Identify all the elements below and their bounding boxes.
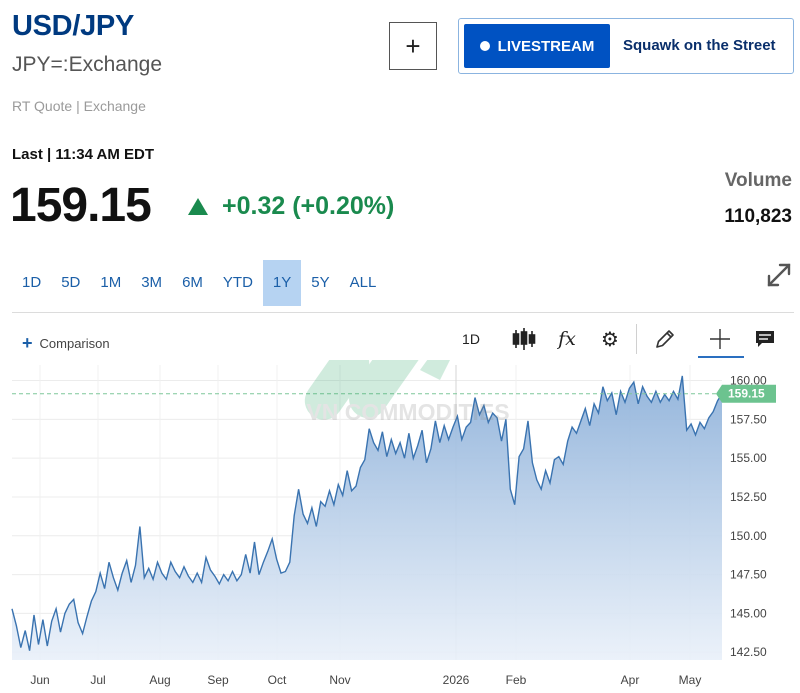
range-selector: 1D 5D 1M 3M 6M YTD 1Y 5Y ALL xyxy=(12,260,386,306)
expand-icon[interactable] xyxy=(764,260,794,290)
symbol-subtitle: JPY=:Exchange xyxy=(12,53,163,76)
range-tab-1m[interactable]: 1M xyxy=(100,274,122,291)
price-change-value: +0.32 (+0.20%) xyxy=(222,192,395,220)
x-tick-label: 2026 xyxy=(443,673,470,687)
fx-label: fx xyxy=(558,328,576,350)
show-name-link[interactable]: Squawk on the Street xyxy=(623,37,776,54)
live-dot-icon xyxy=(479,41,490,51)
gear-icon[interactable]: ⚙ xyxy=(601,328,619,351)
range-tab-1d[interactable]: 1D xyxy=(22,274,42,291)
x-tick-label: Sep xyxy=(207,673,229,687)
price-area xyxy=(12,375,722,660)
last-price-tag-label: 159.15 xyxy=(728,387,765,401)
range-tab-1y[interactable]: 1Y xyxy=(262,260,302,306)
comparison-button[interactable]: + Comparison xyxy=(22,333,110,354)
price-line xyxy=(11,375,723,651)
volume-label: Volume xyxy=(724,170,792,191)
x-tick-label: Jun xyxy=(30,673,49,687)
crosshair-active-indicator xyxy=(698,356,744,358)
last-price: 159.15 xyxy=(10,179,152,232)
range-tab-ytd[interactable]: YTD xyxy=(222,274,253,291)
range-tab-3m[interactable]: 3M xyxy=(141,274,163,291)
y-tick-label: 142.50 xyxy=(730,645,767,659)
crosshair-icon[interactable] xyxy=(700,322,740,356)
y-tick-label: 160.00 xyxy=(730,374,767,388)
pencil-icon[interactable] xyxy=(651,322,679,356)
candlestick-icon[interactable] xyxy=(510,322,538,356)
last-price-tag: 159.15 xyxy=(716,384,776,403)
y-tick-label: 152.50 xyxy=(730,490,767,504)
x-tick-label: Apr xyxy=(621,673,640,687)
comparison-label: Comparison xyxy=(39,336,110,351)
y-tick-label: 150.00 xyxy=(730,529,767,543)
y-tick-label: 147.50 xyxy=(730,568,767,582)
plus-icon: + xyxy=(22,333,33,353)
x-tick-label: Jul xyxy=(90,673,105,687)
livestream-label: LIVESTREAM xyxy=(497,37,595,55)
add-to-watchlist-button[interactable]: + xyxy=(389,22,437,70)
volume-value: 110,823 xyxy=(724,206,792,227)
watermark-text: VN COMMODITIES xyxy=(306,399,509,425)
price-chart[interactable]: VN COMMODITIES 160.00 157.50 155.00 152.50 1… xyxy=(0,360,800,693)
y-tick-label: 157.50 xyxy=(730,412,767,426)
range-tab-5d[interactable]: 5D xyxy=(61,274,81,291)
toolbar-separator xyxy=(636,324,637,354)
x-tick-label: May xyxy=(679,673,702,687)
y-tick-label: 145.00 xyxy=(730,606,767,620)
price-change: +0.32 (+0.20%) xyxy=(188,192,394,221)
y-tick-label: 155.00 xyxy=(730,451,767,465)
x-tick-label: Oct xyxy=(268,673,287,687)
up-arrow-icon xyxy=(188,198,208,215)
fx-icon[interactable]: fx xyxy=(553,322,581,356)
rt-quote-label: RT Quote | Exchange xyxy=(12,98,146,114)
section-divider xyxy=(12,312,794,313)
x-tick-label: Aug xyxy=(149,673,170,687)
comment-icon[interactable] xyxy=(752,322,778,356)
livestream-box: LIVESTREAM Squawk on the Street xyxy=(458,18,794,74)
watermark-logo: VN COMMODITIES xyxy=(304,360,510,425)
last-updated: Last | 11:34 AM EDT xyxy=(12,146,155,163)
interval-button[interactable]: 1D xyxy=(462,331,480,347)
page-title: USD/JPY xyxy=(12,10,134,42)
range-tab-5y[interactable]: 5Y xyxy=(311,274,330,291)
range-tab-6m[interactable]: 6M xyxy=(182,274,203,291)
livestream-button[interactable]: LIVESTREAM xyxy=(464,24,610,68)
x-tick-label: Feb xyxy=(506,673,527,687)
range-tab-all[interactable]: ALL xyxy=(349,274,377,291)
x-tick-label: Nov xyxy=(329,673,350,687)
